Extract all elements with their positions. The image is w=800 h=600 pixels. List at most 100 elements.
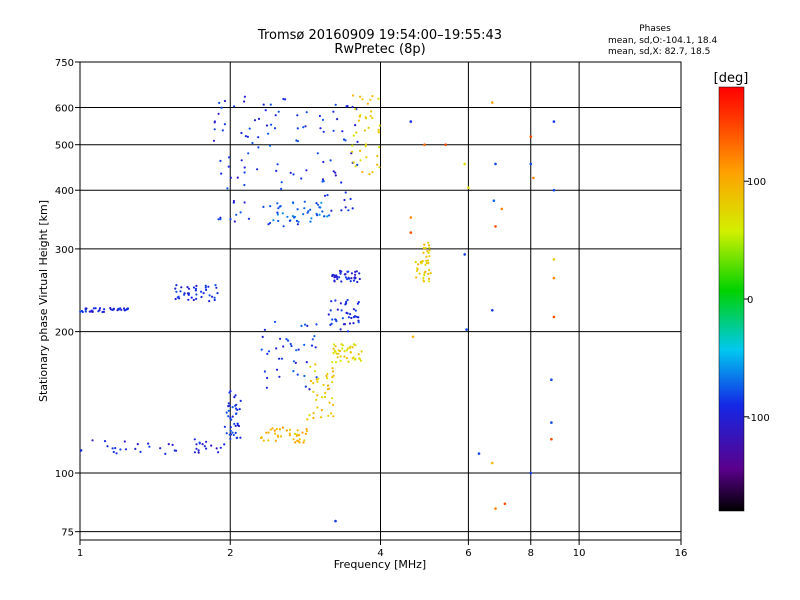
echo-point (494, 225, 497, 228)
echo-point (229, 218, 232, 221)
echo-point (288, 428, 292, 431)
echo-point (207, 285, 210, 288)
echo-point (194, 287, 198, 290)
echo-point (309, 208, 312, 211)
echo-point (331, 381, 334, 384)
echo-point (248, 127, 251, 130)
echo-point (359, 149, 362, 152)
echo-point (263, 370, 266, 373)
echo-point (84, 310, 87, 313)
echo-point (208, 300, 211, 303)
echo-point (355, 315, 358, 318)
echo-point (550, 437, 553, 441)
echo-point (282, 225, 285, 228)
echo-point (343, 355, 346, 358)
echo-point (159, 447, 162, 450)
echo-point (273, 429, 276, 432)
echo-point (331, 397, 334, 400)
echo-point (345, 300, 348, 303)
colorbar-label: [deg] (714, 71, 749, 86)
echo-point (316, 394, 319, 397)
colorbar-ticks: 100 0 -100 (744, 177, 770, 424)
echo-point (112, 450, 115, 454)
echo-point (339, 355, 342, 358)
echo-point (314, 346, 317, 349)
echo-point (335, 274, 338, 277)
echo-point (319, 416, 323, 419)
echo-point (348, 346, 352, 349)
echo-point (503, 502, 507, 506)
echo-point (328, 214, 331, 217)
echo-point (293, 432, 297, 435)
echo-point (193, 451, 196, 454)
echo-point (346, 330, 350, 333)
echo-point (81, 310, 84, 314)
echo-point (233, 105, 236, 108)
echo-point (215, 286, 218, 289)
echo-point (301, 431, 304, 434)
echo-point (262, 205, 265, 208)
echo-point (239, 211, 242, 214)
echo-point (126, 307, 129, 310)
echo-point (326, 372, 329, 376)
y-tick-label: 300 (55, 245, 74, 256)
echo-point (270, 123, 273, 126)
echo-point (318, 213, 321, 216)
echo-point (205, 288, 208, 291)
stats-line-x: mean, sd,X: 82.7, 18.5 (608, 47, 710, 57)
echo-point (351, 144, 354, 147)
echo-point (316, 406, 319, 409)
y-tick-label: 750 (55, 58, 74, 69)
echo-point (341, 130, 344, 133)
echo-point (416, 267, 419, 270)
echo-point (334, 519, 337, 523)
echo-point (296, 373, 299, 376)
echo-point (491, 309, 494, 312)
echo-point (235, 403, 238, 406)
echo-point (276, 211, 279, 214)
echo-point (264, 109, 267, 112)
echo-point (371, 117, 374, 120)
echo-point (477, 452, 481, 455)
echo-point (377, 146, 381, 149)
echo-point (303, 343, 306, 346)
echo-point (326, 377, 329, 380)
echo-point (341, 347, 344, 350)
echo-point (356, 163, 359, 166)
echo-point (322, 130, 325, 133)
echo-point (201, 443, 204, 446)
echo-point (281, 426, 284, 429)
echo-point (296, 429, 299, 432)
echo-point (330, 322, 333, 325)
echo-point (465, 328, 468, 331)
y-tick-label: 100 (55, 469, 74, 480)
echo-point (320, 409, 323, 412)
echo-point (234, 407, 238, 410)
chart-title: Tromsø 20160909 19:54:00–19:55:43 (257, 28, 502, 43)
echo-point (420, 261, 423, 264)
echo-point (91, 310, 94, 313)
echo-point (321, 178, 325, 181)
echo-point (276, 434, 279, 437)
echo-point (322, 160, 325, 164)
echo-point (378, 166, 381, 169)
echo-point (237, 424, 241, 428)
echo-point (291, 201, 295, 204)
echo-point (351, 94, 355, 97)
echo-point (263, 328, 266, 331)
echo-point (364, 116, 367, 119)
echo-point (529, 135, 533, 138)
echo-point (339, 328, 342, 331)
echo-point (358, 357, 361, 360)
echo-point (139, 450, 142, 453)
x-axis-ticks: 1 2 4 6 8 10 16 (77, 540, 687, 559)
echo-point (225, 432, 228, 435)
echo-point (532, 176, 535, 180)
echo-point (192, 286, 196, 289)
echo-point (345, 357, 349, 360)
echo-point (213, 128, 216, 131)
echo-point (351, 105, 354, 109)
echo-point (309, 365, 312, 368)
echo-point (326, 384, 330, 387)
echo-point (183, 293, 186, 296)
